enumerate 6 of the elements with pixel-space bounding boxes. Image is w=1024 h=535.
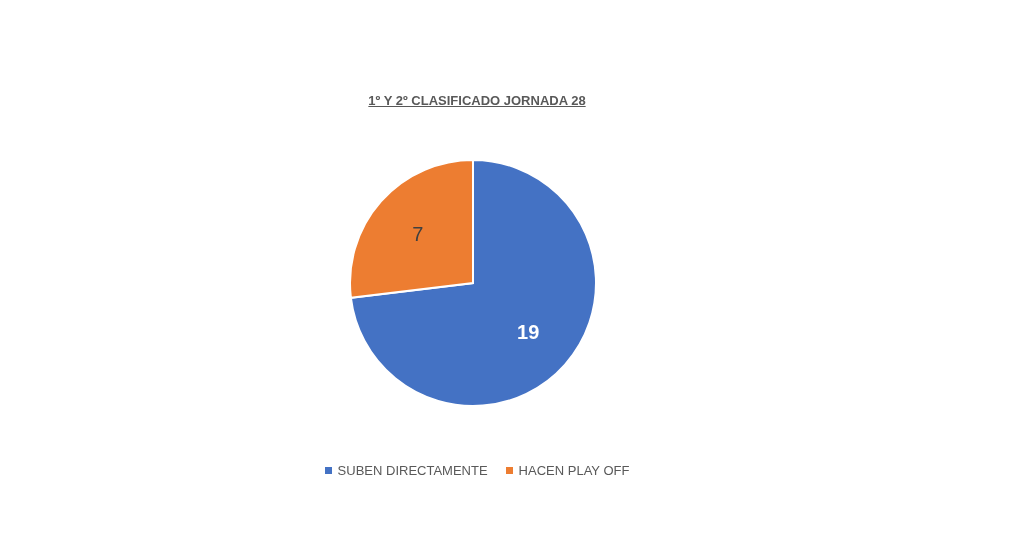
legend-label: HACEN PLAY OFF bbox=[517, 463, 630, 478]
data-label: 7 bbox=[412, 223, 424, 246]
chart-title: 1º Y 2º CLASIFICADO JORNADA 28 bbox=[367, 93, 587, 108]
data-label: 19 bbox=[517, 320, 540, 343]
legend-label: SUBEN DIRECTAMENTE bbox=[336, 463, 488, 478]
pie-slice bbox=[349, 159, 597, 407]
